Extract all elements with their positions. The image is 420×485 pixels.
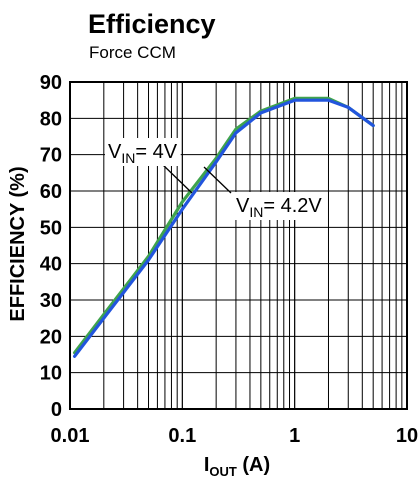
series-annotation: VIN= 4V bbox=[108, 141, 178, 166]
x-tick-label: 1 bbox=[289, 425, 300, 447]
y-tick-label: 10 bbox=[40, 363, 62, 385]
annotations: VIN= 4V VIN= 4.2V bbox=[105, 138, 326, 220]
y-tick-label: 80 bbox=[40, 108, 62, 130]
x-tick-label: 0.01 bbox=[51, 425, 90, 447]
y-tick-label: 90 bbox=[40, 72, 62, 94]
chart-title: Efficiency bbox=[88, 9, 216, 39]
y-tick-label: 20 bbox=[40, 326, 62, 348]
x-tick-label: 10 bbox=[396, 425, 418, 447]
series-layer bbox=[72, 96, 375, 358]
annotation-leader-line bbox=[161, 163, 193, 194]
y-tick-label: 0 bbox=[51, 399, 62, 421]
tick-labels: 0 10 20 30 40 50 60 70 80 90 0.01 0.1 1 10 bbox=[40, 72, 418, 447]
y-tick-label: 30 bbox=[40, 290, 62, 312]
x-axis-label-subscript: OUT bbox=[209, 464, 237, 479]
x-tick-label: 0.1 bbox=[168, 425, 196, 447]
chart-subtitle: Force CCM bbox=[89, 43, 176, 62]
plot-frame bbox=[69, 81, 408, 410]
y-tick-label: 70 bbox=[40, 145, 62, 167]
annotation-background bbox=[105, 138, 181, 166]
x-axis-label: IOUT (A) bbox=[204, 454, 270, 479]
y-tick-label: 50 bbox=[40, 217, 62, 239]
y-axis-label: EFFICIENCY (%) bbox=[7, 166, 29, 321]
series-line-2 bbox=[72, 98, 375, 358]
annotation-background bbox=[233, 192, 326, 220]
y-tick-label: 60 bbox=[40, 181, 62, 203]
grid bbox=[69, 81, 408, 410]
annotation-leader-line bbox=[203, 166, 232, 194]
series-annotation: VIN= 4.2V bbox=[236, 195, 322, 220]
y-tick-label: 40 bbox=[40, 254, 62, 276]
